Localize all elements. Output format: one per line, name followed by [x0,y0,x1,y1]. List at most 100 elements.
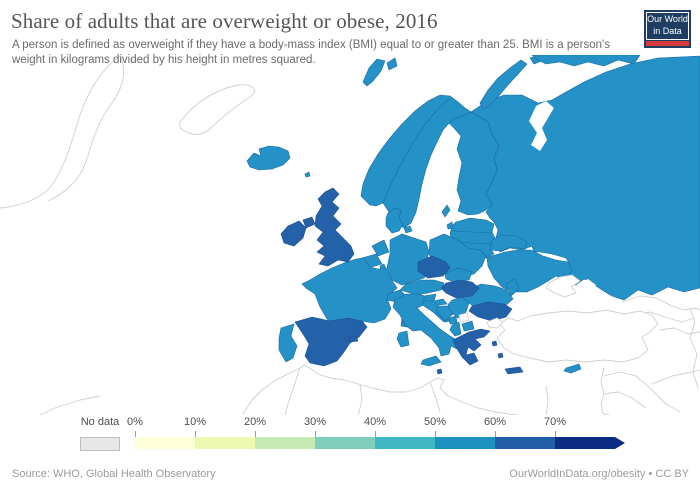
country-iceland[interactable] [246,145,291,171]
country-netherlands[interactable] [371,239,390,257]
legend-segment[interactable] [555,437,615,449]
country-balearic-islands[interactable] [347,335,359,343]
country-denmark-islands[interactable] [403,225,413,234]
country-france[interactable] [301,257,398,328]
chart-header: Share of adults that are overweight or o… [0,0,700,68]
legend-tick-label: 70% [543,416,567,428]
country-albania[interactable] [449,321,462,337]
country-aegean-island-1[interactable] [491,340,498,347]
country-montenegro[interactable] [448,315,458,325]
country-sicily[interactable] [420,355,442,367]
country-portugal[interactable] [278,323,298,363]
legend-arrow [615,437,625,449]
sea-of-azov [577,279,596,293]
legend-tick-mark [135,431,136,437]
country-north-macedonia[interactable] [461,320,475,332]
country-estonia-islands[interactable] [446,221,454,230]
legend-no-data-swatch[interactable] [80,437,120,451]
country-moldova[interactable] [505,278,520,297]
coastline-caucasus-1 [621,295,700,311]
country-ukraine[interactable] [486,249,573,293]
country-denmark[interactable] [385,207,404,234]
legend-tick-mark [555,431,556,437]
country-crete[interactable] [504,366,524,375]
license-link[interactable]: OurWorldInData.org/obesity • CC BY [509,468,689,480]
country-kosovo[interactable] [458,312,470,323]
country-aegean-island-2[interactable] [497,352,504,359]
country-united-kingdom[interactable] [314,187,355,267]
coastline-greenland-north [179,84,255,135]
legend-tick-label: 30% [303,416,327,428]
legend-tick-mark [435,431,436,437]
coastline-north-africa [242,364,522,415]
country-novaya-zemlya[interactable] [479,59,528,110]
country-faroe-islands[interactable] [304,171,311,178]
border-syria-iraq [603,371,681,413]
country-spain[interactable] [294,316,368,367]
border-libya-egypt [545,385,549,415]
country-sardinia[interactable] [396,330,410,348]
legend-segment[interactable] [195,437,255,449]
border-estonia-latvia [451,230,493,234]
country-greece[interactable] [452,328,491,366]
country-bulgaria[interactable] [468,301,513,322]
region-crimea[interactable] [545,274,581,298]
chart-subtitle: A person is defined as overweight if the… [12,39,610,67]
map-legend: No data 0% 10% 20% 30% 40% 50% 60% 70% [0,414,700,456]
legend-tick-label: 0% [127,416,143,428]
owid-logo-frame: Our World in Data [644,10,691,48]
border-algeria-tunisia [357,383,363,415]
coastline-caspian [689,307,699,389]
legend-tick-label: 40% [363,416,387,428]
country-slovakia[interactable] [444,267,473,283]
country-norway-sweden[interactable] [360,94,472,229]
country-austria[interactable] [399,279,445,296]
page-title: Share of adults that are overweight or o… [11,9,438,33]
border-jordan-arabia [603,391,647,409]
owid-logo-red-bar [646,41,689,46]
country-turkey[interactable] [496,309,659,363]
europe-map [0,55,700,415]
country-turkish-thrace[interactable] [486,317,504,329]
country-malta[interactable] [436,368,443,375]
country-gotland[interactable] [441,204,451,218]
legend-segment[interactable] [495,437,555,449]
border-tunisia-libya [429,381,441,413]
border-norway-sweden [382,98,450,204]
legend-no-data-label: No data [80,416,120,428]
legend-segment[interactable] [135,437,195,449]
legend-segment[interactable] [435,437,495,449]
country-hungary[interactable] [440,279,480,299]
country-ireland[interactable] [280,220,307,247]
legend-tick-mark [375,431,376,437]
country-northern-ireland[interactable] [302,216,316,229]
border-morocco-algeria [284,367,301,415]
country-finland[interactable] [448,111,500,216]
legend-tick-label: 50% [423,416,447,428]
country-czechia[interactable] [417,255,451,279]
country-belarus[interactable] [489,234,528,252]
source-note: Source: WHO, Global Health Observatory [12,468,216,480]
country-svalbard[interactable] [362,58,386,87]
owid-logo[interactable]: Our World in Data [644,10,691,48]
legend-tick-mark [315,431,316,437]
coastline-greenland [0,55,121,209]
country-svalbard-ne[interactable] [386,57,398,71]
legend-segment[interactable] [255,437,315,449]
coastline-caucasus-3 [659,327,700,335]
border-kazakhstan [651,369,700,385]
country-franz-josef[interactable] [531,55,641,67]
country-bosnia[interactable] [436,305,454,322]
coastline-greenland-inner [47,55,124,202]
legend-tick-mark [195,431,196,437]
legend-segment[interactable] [315,437,375,449]
legend-tick-label: 60% [483,416,507,428]
coastline-morocco-south [39,395,101,415]
legend-segment[interactable] [375,437,435,449]
owid-logo-box: Our World in Data [644,10,691,42]
country-cyprus[interactable] [563,363,582,374]
owid-logo-text: Our World in Data [647,14,688,36]
legend-tick-label: 10% [183,416,207,428]
legend-tick-mark [495,431,496,437]
legend-tick-label: 20% [243,416,267,428]
